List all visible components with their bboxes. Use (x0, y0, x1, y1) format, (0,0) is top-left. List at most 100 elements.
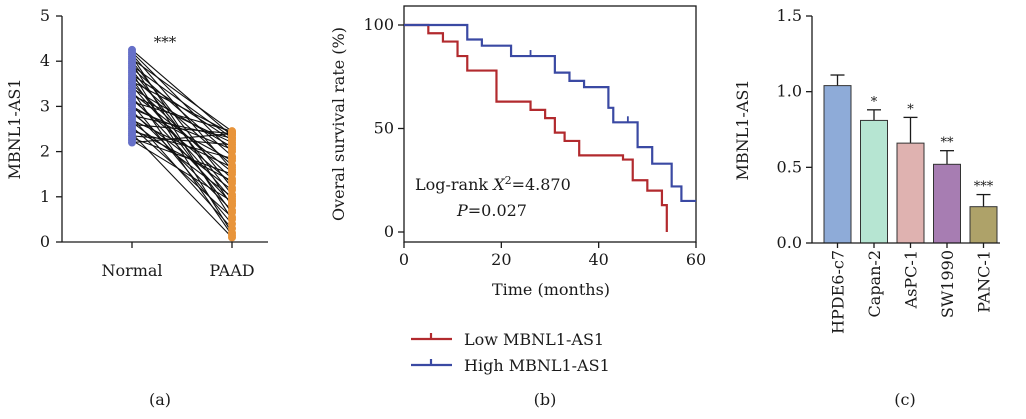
panel-b-x-tick-label: 60 (686, 250, 706, 269)
panel-c-x-ticks: HPDE6-c7 Capan-2 AsPC-1 SW1990 PANC-1 (829, 243, 994, 334)
pair-line (131, 126, 233, 218)
paad-point (228, 213, 236, 222)
panel-b-x-tick-label: 20 (491, 250, 511, 269)
pair-line (131, 99, 233, 184)
pair-line (131, 123, 233, 135)
panel-a-paired-plot: 0 1 2 3 4 5 *** Normal PAAD MBNL1-AS1 (a) (5, 6, 268, 409)
panel-b-x-ticks: 0 20 40 60 (399, 242, 706, 269)
pair-line (131, 81, 233, 135)
pair-line (131, 114, 233, 139)
pair-line (131, 58, 233, 132)
panel-c-x-tick-label: Capan-2 (865, 250, 884, 317)
significance-label: * (907, 102, 914, 117)
paad-point (228, 163, 236, 172)
panel-b-y-label: Overal survival rate (%) (329, 27, 348, 221)
pair-line (131, 83, 233, 180)
legend-high-swatch (411, 359, 452, 367)
pair-line (131, 121, 233, 198)
paad-point (228, 140, 236, 149)
legend-low-swatch (411, 333, 452, 341)
pair-line (131, 49, 233, 137)
legend-high-label: High MBNL1-AS1 (464, 356, 610, 375)
panel-b-y-tick-label: 100 (363, 15, 394, 34)
pair-line (131, 85, 233, 200)
high-survival-curve (404, 23, 696, 203)
panel-c-y-tick-label: 1.5 (777, 6, 802, 25)
panel-a-xtick-normal: Normal (101, 261, 162, 280)
pair-line (131, 137, 233, 175)
panel-c-label: (c) (894, 390, 915, 409)
panel-b-y-tick-label: 0 (384, 222, 394, 241)
pair-line (131, 87, 233, 148)
panel-c-plot-area: ******* (823, 74, 998, 244)
panel-b-x-label: Time (months) (492, 280, 610, 299)
panel-a-y-label: MBNL1-AS1 (5, 78, 24, 179)
panel-a-label: (a) (149, 390, 171, 409)
pair-line (131, 139, 233, 202)
panel-c-x-tick-label: HPDE6-c7 (829, 250, 848, 334)
panel-a-y-tick-label: 2 (40, 142, 50, 161)
panel-c-y-label: MBNL1-AS1 (733, 79, 752, 180)
panel-c-y-tick-label: 0.5 (777, 157, 802, 176)
panel-c-x-tick-label: PANC-1 (975, 250, 994, 313)
panel-c-bar-chart: ******* 0.00.51.01.5 HPDE6-c7 Capan-2 AsPC… (733, 6, 1000, 409)
pair-line (131, 130, 233, 159)
legend-item-low: Low MBNL1-AS1 (411, 330, 604, 349)
bar (933, 163, 961, 244)
panel-b-plot-area (404, 23, 696, 232)
panel-b-y-ticks: 0 50 100 (363, 15, 404, 241)
pair-line (131, 103, 233, 225)
bar (896, 142, 925, 244)
significance-label: ** (941, 136, 955, 151)
pair-line (131, 92, 233, 173)
pair-line (131, 76, 233, 166)
panel-a-y-tick-label: 4 (40, 51, 50, 70)
pair-line (131, 119, 233, 168)
panel-b-legend: Low MBNL1-AS1 High MBNL1-AS1 (411, 330, 610, 375)
panel-b-logrank-annotation: Log-rank X2=4.870 (415, 174, 571, 194)
significance-label: * (871, 95, 878, 110)
panel-b-plot-frame (403, 5, 697, 243)
panel-b-x-tick-label: 0 (399, 250, 409, 269)
panel-b-label: (b) (534, 390, 557, 409)
panel-a-xtick-paad: PAAD (209, 261, 254, 280)
pair-line (131, 67, 233, 157)
panel-c-y-tick-label: 1.0 (777, 82, 802, 101)
panel-b-x-tick-label: 40 (588, 250, 608, 269)
panel-b-y-tick-label: 50 (374, 119, 394, 138)
pair-line (131, 101, 233, 132)
panel-a-y-tick-label: 5 (40, 6, 50, 25)
panel-b-p-value: P=0.027 (456, 201, 527, 220)
paad-point (228, 170, 236, 179)
paad-point (228, 186, 236, 195)
paad-point (228, 233, 236, 242)
paad-point (228, 154, 236, 163)
paad-point (228, 197, 236, 206)
pair-line (131, 132, 233, 144)
low-survival-curve (404, 23, 668, 232)
panel-a-y-ticks: 0 1 2 3 4 5 (40, 6, 233, 251)
pair-line (131, 135, 233, 146)
panel-c-y-tick-label: 0.0 (777, 233, 802, 252)
panel-a-y-tick-label: 0 (40, 232, 50, 251)
panel-a-y-tick-label: 3 (40, 96, 50, 115)
panel-a-y-tick-label: 1 (40, 187, 50, 206)
paad-point (228, 206, 236, 215)
panel-a-plot-area (128, 45, 236, 242)
bar (823, 85, 852, 244)
pair-line (131, 96, 233, 204)
bar (969, 206, 998, 244)
legend-low-label: Low MBNL1-AS1 (464, 330, 604, 349)
normal-point (128, 138, 136, 147)
significance-label: *** (974, 180, 994, 195)
panel-c-x-tick-label: SW1990 (938, 250, 957, 318)
bar (860, 119, 888, 244)
panel-c-y-ticks: 0.0 0.5 1.0 1.5 (777, 6, 812, 252)
paad-point (228, 129, 236, 138)
paad-point (228, 176, 236, 185)
panel-a-significance: *** (154, 33, 177, 51)
panel-c-x-tick-label: AsPC-1 (902, 250, 921, 309)
pair-line (131, 78, 233, 213)
